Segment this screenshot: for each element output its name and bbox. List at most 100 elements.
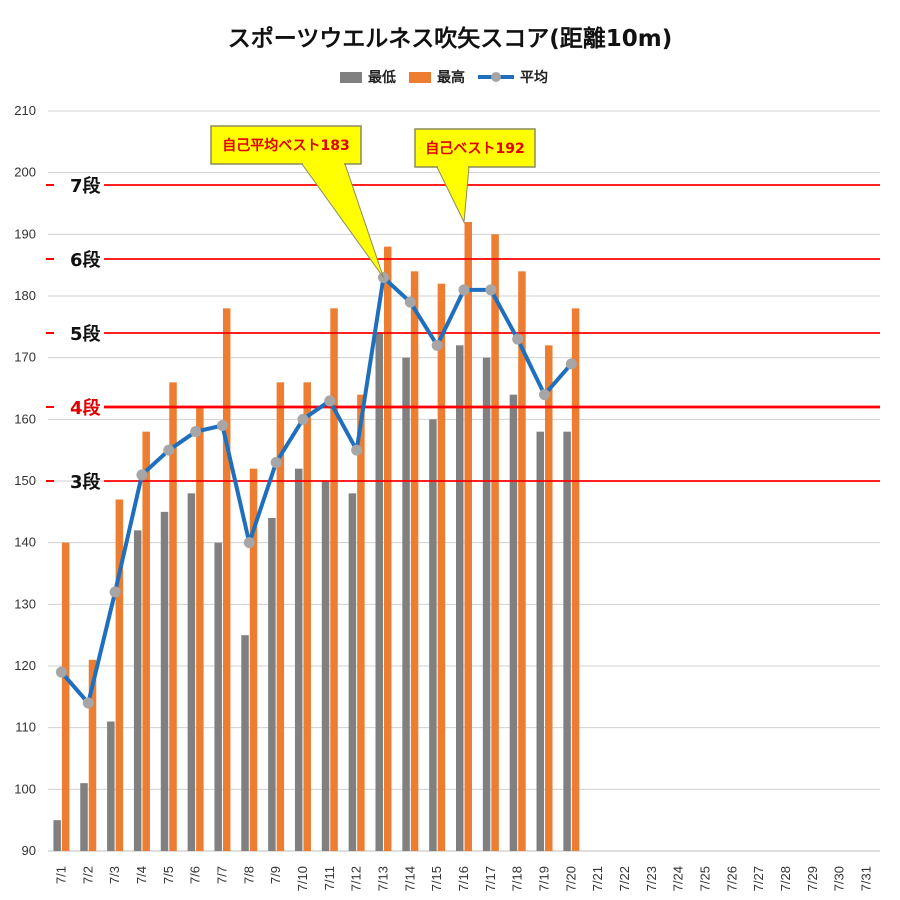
- x-tick-label: 7/18: [510, 866, 525, 891]
- y-tick-label: 200: [14, 165, 36, 180]
- x-tick-label: 7/20: [563, 866, 578, 891]
- average-point: [297, 413, 309, 425]
- level-label: 4段: [70, 397, 102, 419]
- average-point: [404, 296, 416, 308]
- y-tick-label: 160: [14, 411, 36, 426]
- average-point: [190, 426, 202, 438]
- legend-swatch-min: [340, 72, 362, 83]
- bar-max: [330, 308, 338, 851]
- bar-min: [375, 333, 383, 851]
- level-label: 7段: [70, 175, 102, 197]
- y-tick-label: 110: [15, 720, 36, 735]
- bar-min: [456, 345, 464, 851]
- average-point: [539, 389, 551, 401]
- bar-max: [88, 659, 97, 851]
- callout-pointer: [436, 166, 470, 224]
- y-tick-label: 130: [14, 596, 36, 611]
- x-tick-label: 7/4: [134, 866, 149, 884]
- level-label: 5段: [70, 323, 102, 345]
- bar-max: [357, 394, 365, 851]
- bar-max: [491, 234, 499, 852]
- reference-lines: 7段 6段 5段 4段 3段: [46, 175, 880, 493]
- bar-max: [142, 431, 150, 851]
- bar-max: [383, 246, 392, 851]
- callout-label: 自己平均ベスト183: [222, 137, 350, 154]
- average-point: [136, 469, 148, 481]
- average-point: [512, 333, 524, 345]
- bar-max: [61, 542, 70, 851]
- bar-max: [571, 308, 580, 851]
- bar-max: [437, 283, 446, 852]
- x-tick-label: 7/7: [214, 866, 229, 884]
- bar-min: [214, 542, 222, 851]
- bar-min: [563, 431, 571, 851]
- x-tick-label: 7/21: [590, 866, 605, 891]
- bar-min: [294, 468, 303, 851]
- bar-min: [482, 357, 491, 851]
- legend-label-avg: 平均: [520, 69, 548, 86]
- callout-box: [210, 125, 362, 165]
- legend-swatch-avg-marker: [491, 72, 501, 82]
- x-tick-label: 7/19: [537, 866, 552, 891]
- y-tick-label: 150: [14, 473, 36, 488]
- bar-min: [348, 493, 357, 851]
- y-tick-label: 140: [14, 535, 36, 550]
- average-point: [324, 395, 336, 407]
- bar-min: [80, 783, 88, 851]
- x-tick-label: 7/26: [724, 866, 739, 891]
- x-tick-label: 7/24: [671, 866, 686, 891]
- x-tick-label: 7/11: [322, 866, 337, 890]
- x-tick-label: 7/5: [161, 866, 176, 884]
- average-point: [565, 358, 577, 370]
- legend-label-min: 最低: [368, 69, 396, 86]
- bar-min: [241, 635, 249, 851]
- bar-min: [107, 721, 115, 851]
- callouts: 自己平均ベスト183 自己ベスト192: [210, 125, 536, 278]
- y-axis: 90 100 110 120 130 140 150 160 170 180 190 200 210: [14, 103, 36, 858]
- average-line: [55, 272, 577, 709]
- x-tick-label: 7/1: [53, 866, 68, 884]
- x-tick-label: 7/15: [429, 866, 444, 891]
- callout-pointer: [301, 163, 384, 278]
- x-tick-label: 7/9: [268, 866, 283, 884]
- bar-min: [536, 431, 545, 851]
- bar-min: [509, 394, 518, 851]
- y-tick-label: 190: [14, 226, 36, 241]
- x-tick-label: 7/2: [80, 866, 95, 884]
- x-tick-label: 7/6: [188, 866, 203, 884]
- average-point: [216, 420, 228, 431]
- legend-label-max: 最高: [437, 69, 465, 86]
- average-point: [163, 444, 175, 456]
- x-tick-label: 7/16: [456, 866, 471, 891]
- x-tick-label: 7/27: [751, 866, 766, 891]
- legend-swatch-max: [409, 72, 431, 83]
- bar-max: [222, 308, 231, 851]
- callout-label: 自己ベスト192: [425, 140, 525, 157]
- y-tick-label: 170: [14, 350, 36, 365]
- x-tick-label: 7/31: [859, 866, 874, 891]
- average-point: [431, 339, 443, 351]
- x-tick-label: 7/17: [483, 866, 498, 891]
- level-label: 6段: [70, 249, 102, 271]
- bar-max: [249, 468, 258, 851]
- x-axis: 7/1 7/2 7/3 7/4 7/5 7/6 7/7 7/8 7/9 7/10 7/11 7/12 7…: [53, 866, 873, 891]
- y-tick-label: 120: [14, 658, 36, 673]
- average-point: [82, 697, 94, 709]
- x-tick-label: 7/30: [832, 866, 847, 891]
- bar-max: [276, 382, 285, 851]
- bar-min: [133, 530, 142, 851]
- x-tick-label: 7/25: [698, 866, 713, 891]
- bar-max: [169, 382, 177, 851]
- bar-max: [518, 271, 526, 851]
- level-label: 3段: [70, 471, 102, 493]
- callout-box: [414, 128, 536, 168]
- average-point: [485, 284, 497, 296]
- bar-min: [429, 419, 437, 851]
- y-tick-label: 180: [14, 288, 36, 303]
- x-tick-label: 7/29: [805, 866, 820, 891]
- average-point: [458, 284, 470, 296]
- x-tick-label: 7/14: [402, 866, 417, 891]
- y-tick-label: 100: [14, 781, 36, 796]
- average-point: [351, 444, 363, 456]
- average-point: [243, 537, 255, 549]
